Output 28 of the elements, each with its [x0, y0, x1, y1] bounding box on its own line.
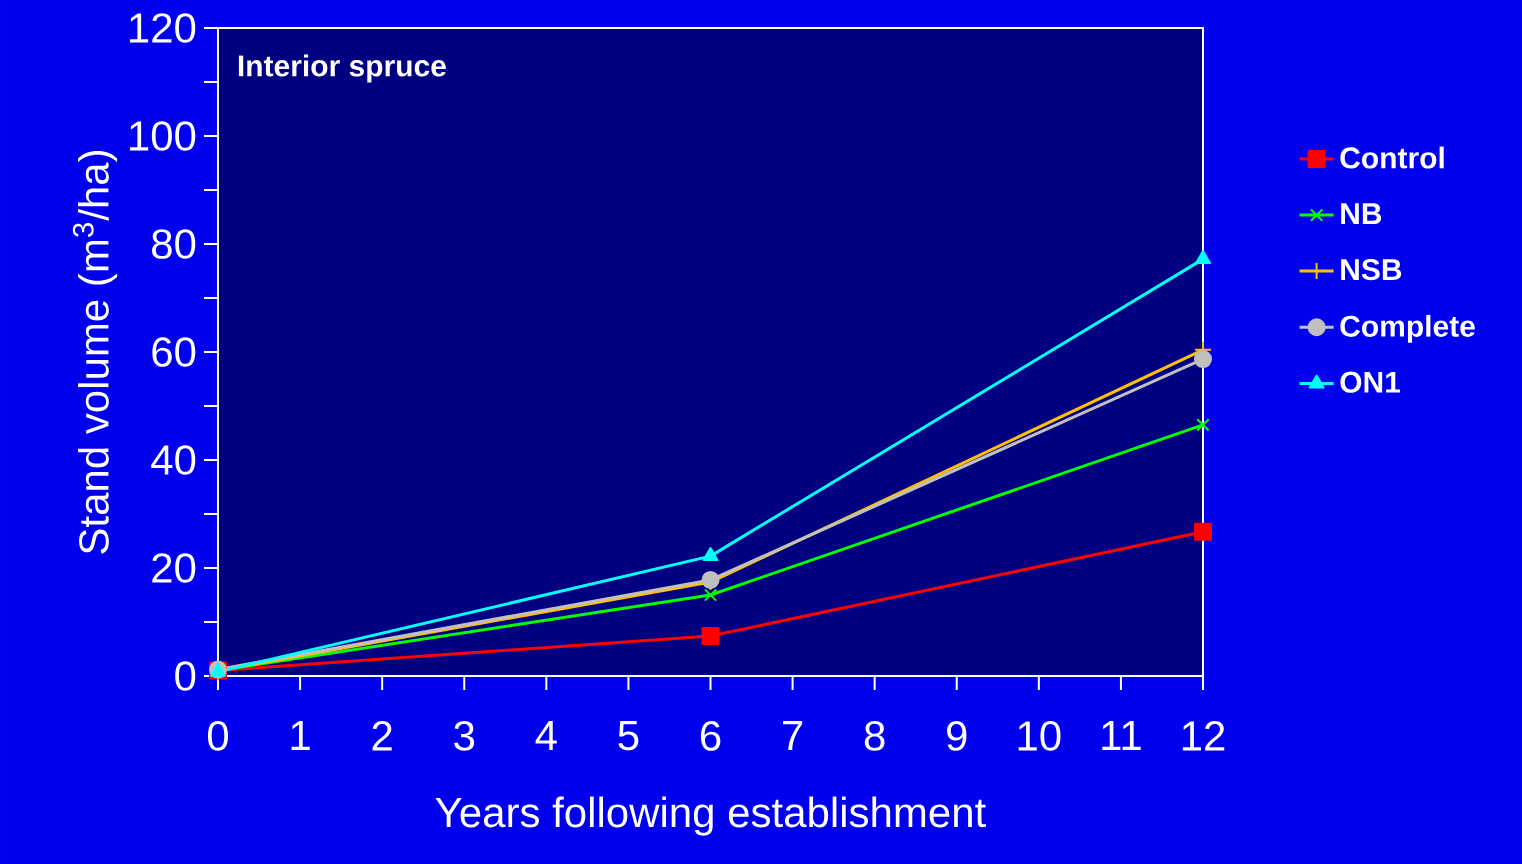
x-tick-label: 11 — [1102, 721, 1141, 750]
x-tick-label: 12 — [1182, 721, 1225, 751]
legend-label: Complete — [1340, 314, 1475, 343]
y-tick-label: 120 — [130, 13, 196, 43]
x-tick-label: 6 — [700, 721, 721, 751]
x-tick-label: 5 — [618, 721, 639, 751]
legend-label: NSB — [1341, 258, 1402, 281]
legend-label: Control — [1340, 146, 1444, 169]
x-tick-label: 7 — [783, 721, 803, 750]
y-tick-label: 40 — [151, 445, 196, 475]
x-tick-label: 4 — [535, 721, 557, 750]
x-tick-label: 3 — [454, 721, 475, 751]
y-axis-title: Stand volume (m$^{3}$/ha) — [72, 151, 118, 554]
legend-label: ON1 — [1340, 371, 1401, 393]
y-tick-label: 80 — [152, 229, 196, 259]
y-tick-label: 20 — [152, 553, 196, 583]
y-tick-label: 0 — [175, 661, 196, 691]
x-tick-label: 10 — [1018, 721, 1061, 751]
x-tick-label: 2 — [372, 721, 392, 751]
x-tick-label: 0 — [207, 721, 229, 751]
x-tick-label: 8 — [864, 721, 885, 751]
x-tick-label: 9 — [947, 721, 967, 751]
annotation: Interior spruce — [238, 54, 446, 83]
x-axis-title: Years following establishment — [435, 796, 986, 836]
x-tick-label: 1 — [291, 721, 310, 750]
y-tick-label: 60 — [152, 337, 196, 367]
legend-label: NB — [1341, 203, 1382, 224]
y-tick-label: 100 — [130, 121, 196, 151]
